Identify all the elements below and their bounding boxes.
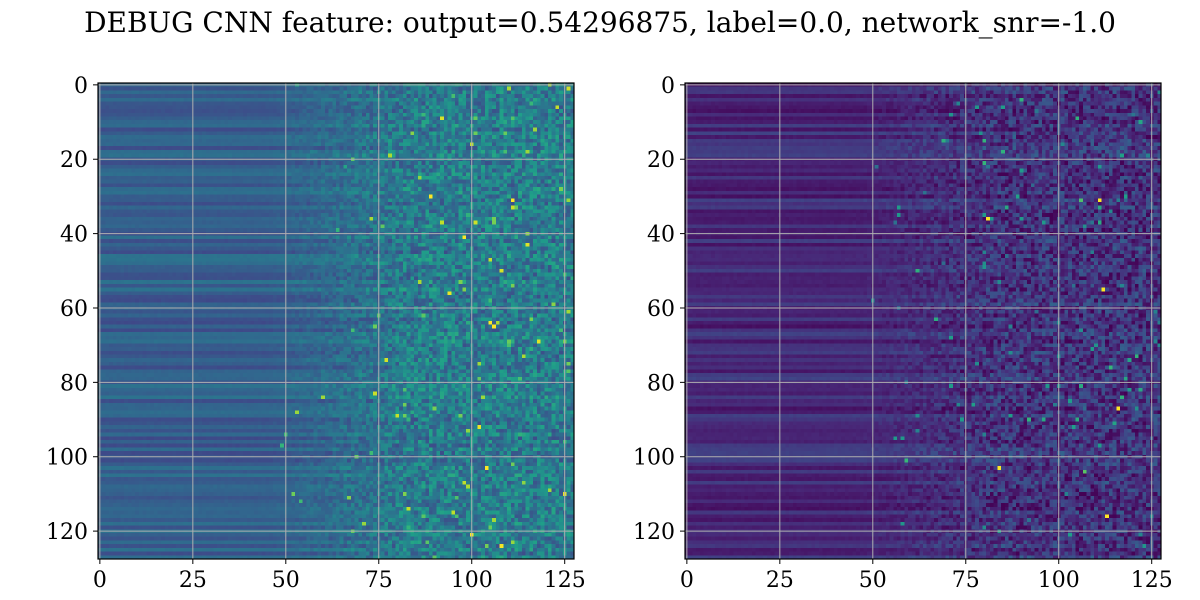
heatmap-image-left [98, 83, 574, 559]
x-tick-label: 0 [680, 568, 694, 593]
y-tick-label: 100 [46, 446, 88, 471]
y-tick-label: 0 [74, 74, 88, 99]
x-tick-label: 0 [93, 568, 107, 593]
x-tick-label: 50 [859, 568, 887, 593]
heatmap-panel-right: 0 25 50 75 100 125 0 20 40 60 80 100 120 [633, 74, 1173, 593]
y-tick-label: 0 [661, 74, 675, 99]
heatmap-image-right [685, 83, 1161, 559]
x-tick-label: 75 [365, 568, 393, 593]
axes-frame-right [684, 82, 1162, 560]
x-tick-label: 25 [179, 568, 207, 593]
x-tick-label: 100 [451, 568, 493, 593]
y-tick-label: 20 [60, 148, 88, 173]
heatmap-grid-right [685, 83, 1161, 559]
axes-frame-left [97, 82, 575, 560]
x-tick-label: 100 [1038, 568, 1080, 593]
heatmap-grid-left [98, 83, 574, 559]
x-tick-label: 125 [1131, 568, 1173, 593]
x-tick-label: 125 [544, 568, 586, 593]
x-tick-label: 75 [952, 568, 980, 593]
y-tick-label: 80 [60, 371, 88, 396]
heatmap-ticks-right: 0 25 50 75 100 125 0 20 40 60 80 100 120 [633, 74, 1173, 593]
x-tick-label: 50 [272, 568, 300, 593]
y-tick-label: 120 [633, 520, 675, 545]
heatmap-ticks-left: 0 25 50 75 100 125 0 20 40 60 80 100 120 [46, 74, 586, 593]
y-tick-label: 20 [647, 148, 675, 173]
y-tick-label: 100 [633, 446, 675, 471]
figure-suptitle: DEBUG CNN feature: output=0.54296875, la… [84, 6, 1116, 39]
y-tick-label: 40 [60, 223, 88, 248]
y-tick-label: 40 [647, 223, 675, 248]
y-tick-label: 80 [647, 371, 675, 396]
y-tick-label: 120 [46, 520, 88, 545]
x-tick-label: 25 [766, 568, 794, 593]
y-tick-label: 60 [60, 297, 88, 322]
heatmap-panel-left: 0 25 50 75 100 125 0 20 40 60 80 100 120 [46, 74, 586, 593]
y-tick-label: 60 [647, 297, 675, 322]
